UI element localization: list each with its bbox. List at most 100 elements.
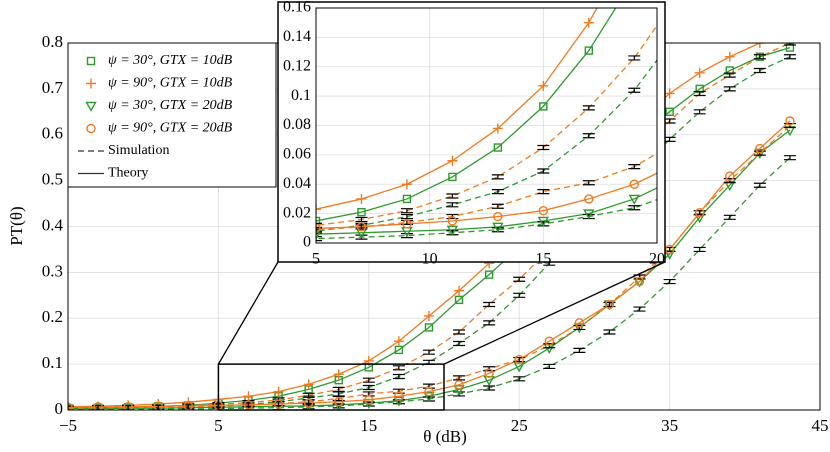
simulation-point — [392, 365, 405, 371]
simulation-point — [693, 246, 706, 253]
marker — [544, 336, 554, 346]
marker — [537, 216, 550, 227]
marker — [665, 107, 674, 117]
y-axis-label: PT(θ) — [7, 206, 26, 245]
simulation-point — [513, 276, 526, 282]
marker — [583, 17, 594, 28]
y-tick-label: 0.14 — [283, 28, 311, 45]
simulation-point — [513, 376, 526, 382]
y-tick-label: 0.3 — [42, 261, 63, 280]
marker — [492, 222, 504, 233]
y-tick-label: 0.2 — [42, 307, 63, 326]
marker — [574, 318, 585, 328]
simulation-point — [453, 375, 466, 381]
theory-line — [316, 187, 657, 235]
marker — [584, 194, 594, 204]
marker — [484, 368, 494, 378]
marker — [423, 310, 434, 321]
y-tick-label: 0.06 — [283, 146, 311, 163]
marker — [484, 270, 494, 279]
simulation-point — [582, 133, 595, 139]
simulation-point — [723, 72, 736, 78]
y-tick-label: 0.8 — [42, 32, 63, 51]
marker — [583, 209, 595, 220]
simulation-point — [628, 55, 641, 61]
simulation-point — [723, 214, 736, 220]
simulation-point — [491, 188, 504, 195]
marker — [243, 400, 254, 410]
marker — [446, 225, 459, 236]
y-tick-label: 0.6 — [42, 124, 63, 143]
simulation-point — [453, 329, 466, 335]
y-tick-label: 0 — [303, 234, 311, 251]
marker — [273, 386, 284, 397]
marker — [316, 229, 322, 241]
theory-line — [316, 172, 657, 229]
marker — [514, 354, 524, 365]
simulation-point — [483, 301, 496, 308]
marker — [694, 67, 705, 78]
marker — [303, 398, 314, 408]
simulation-point — [810, 35, 822, 39]
marker — [694, 208, 705, 218]
simulation-point — [628, 205, 641, 211]
legend-label: ψ = 90°, GTX = 10dB — [108, 76, 233, 91]
simulation-point — [723, 86, 736, 92]
simulation-point — [400, 208, 413, 214]
marker — [402, 219, 412, 229]
marker — [153, 401, 163, 410]
y-tick-label: 0.1 — [291, 87, 311, 104]
marker — [122, 403, 134, 410]
marker — [634, 276, 645, 287]
marker — [493, 211, 503, 222]
marker — [86, 78, 96, 89]
legend-label: ψ = 30°, GTX = 20dB — [108, 98, 233, 113]
simulation-point — [392, 373, 405, 380]
marker — [356, 222, 367, 232]
y-tick-label: 0.5 — [42, 170, 63, 189]
marker — [364, 395, 374, 405]
y-tick-label: 0.08 — [283, 116, 311, 133]
simulation-point — [491, 174, 504, 180]
marker — [402, 194, 412, 204]
x-tick-label: 5 — [214, 416, 223, 435]
marker — [316, 216, 321, 226]
simulation-point — [783, 54, 796, 60]
simulation-point — [362, 384, 375, 391]
simulation-point — [753, 67, 766, 74]
marker — [754, 148, 766, 160]
marker — [724, 51, 735, 62]
simulation-point — [491, 203, 504, 209]
marker — [785, 116, 795, 126]
simulation-point — [783, 155, 796, 161]
legend-label: Simulation — [108, 143, 169, 158]
simulation-point — [663, 278, 676, 285]
simulation-point — [422, 349, 435, 355]
simulation-point — [446, 193, 459, 199]
marker — [243, 391, 254, 402]
y-tick-label: 0.7 — [42, 78, 64, 97]
marker — [424, 323, 434, 332]
zoom-box — [217, 363, 445, 411]
y-tick-label: 0.16 — [283, 0, 311, 16]
marker — [492, 123, 503, 134]
marker — [604, 299, 615, 310]
marker — [394, 391, 404, 401]
y-tick-label: 0.12 — [283, 57, 311, 74]
simulation-point — [753, 182, 766, 188]
simulation-point — [582, 105, 595, 111]
simulation-point — [400, 213, 413, 220]
marker — [424, 386, 434, 397]
marker — [812, 19, 820, 27]
legend-label: Theory — [108, 166, 148, 181]
marker — [454, 285, 465, 296]
marker — [664, 88, 675, 99]
marker — [401, 179, 412, 190]
x-tick-label: 15 — [535, 251, 551, 268]
marker — [447, 155, 458, 166]
inset-plot: 5 10 15 20 0 0.02 0.04 0.06 0.08 0.1 0.12 0.14 0.16 — [277, 0, 822, 268]
marker — [754, 43, 765, 48]
marker — [725, 171, 735, 181]
y-tick-label: 0.04 — [283, 175, 311, 192]
